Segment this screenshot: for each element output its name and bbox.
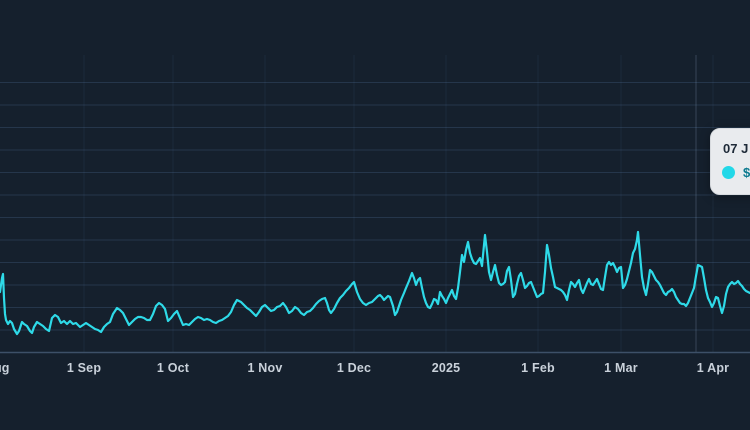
tooltip-date: 07 J bbox=[723, 141, 749, 156]
tooltip-series-row: $ bbox=[722, 165, 750, 180]
series-line bbox=[0, 230, 750, 336]
series-marker-dot bbox=[722, 166, 735, 179]
tooltip: 07 J $ bbox=[710, 128, 750, 195]
tooltip-value: $ bbox=[743, 165, 750, 180]
